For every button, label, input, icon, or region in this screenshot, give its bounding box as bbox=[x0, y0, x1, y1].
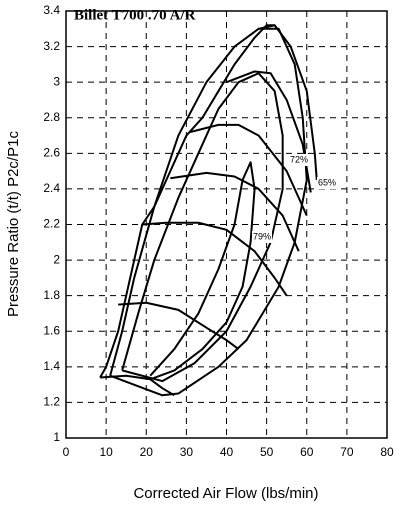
y-tick-label: 3 bbox=[53, 74, 60, 88]
x-tick-label: 50 bbox=[260, 445, 274, 459]
x-axis-label: Corrected Air Flow (lbs/min) bbox=[133, 485, 318, 502]
y-tick-label: 1 bbox=[53, 430, 60, 444]
map-curve bbox=[142, 221, 288, 297]
annotation-bg bbox=[252, 231, 272, 243]
x-tick-label: 20 bbox=[140, 445, 154, 459]
y-tick-label: 1.2 bbox=[43, 395, 60, 409]
map-curve bbox=[170, 171, 300, 252]
x-tick-label: 60 bbox=[300, 445, 314, 459]
y-tick-label: 2.6 bbox=[43, 146, 60, 160]
map-curve bbox=[109, 27, 308, 397]
annotation-bg bbox=[317, 177, 337, 189]
x-tick-label: 70 bbox=[340, 445, 354, 459]
x-tick-label: 80 bbox=[380, 445, 394, 459]
map-curve bbox=[100, 374, 175, 397]
map-curve bbox=[99, 24, 275, 378]
x-tick-label: 0 bbox=[63, 445, 70, 459]
x-tick-label: 40 bbox=[220, 445, 234, 459]
map-curve bbox=[149, 161, 256, 381]
y-tick-label: 1.8 bbox=[43, 288, 60, 302]
y-tick-label: 2.8 bbox=[43, 110, 60, 124]
annotation-bg bbox=[289, 154, 309, 166]
annotation: 72% bbox=[290, 154, 308, 164]
chart-title: Billet T700 .70 A/R bbox=[74, 7, 196, 23]
annotation: 65% bbox=[318, 177, 336, 187]
y-tick-label: 1.4 bbox=[43, 359, 60, 373]
y-tick-label: 3.4 bbox=[43, 3, 60, 17]
y-tick-label: 2.2 bbox=[43, 217, 60, 231]
map-curve bbox=[121, 72, 284, 383]
map-curve bbox=[190, 123, 308, 217]
y-tick-label: 2.4 bbox=[43, 181, 60, 195]
x-tick-label: 10 bbox=[99, 445, 113, 459]
x-tick-label: 30 bbox=[180, 445, 194, 459]
y-tick-label: 2 bbox=[53, 252, 60, 266]
map-curve bbox=[258, 24, 318, 181]
annotation: 79% bbox=[253, 231, 271, 241]
y-tick-label: 3.2 bbox=[43, 39, 60, 53]
y-tick-label: 1.6 bbox=[43, 323, 60, 337]
y-axis-label: Pressure Ratio (t/t) P2c/P1c bbox=[5, 131, 22, 317]
